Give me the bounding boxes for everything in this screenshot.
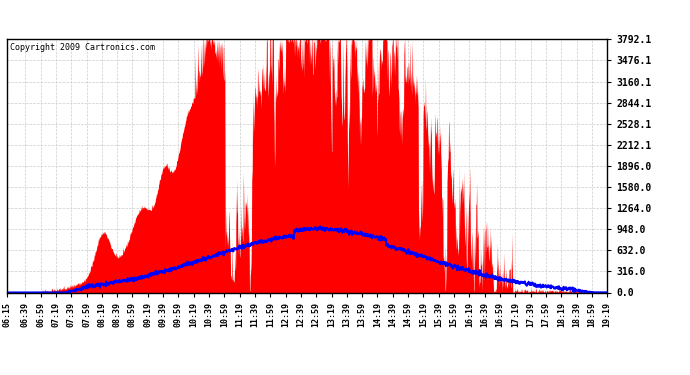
Text: Total PV Power (red) (watts) & Solar Radiation (blue) (W/m2) Wed Apr 15 19:36: Total PV Power (red) (watts) & Solar Rad… — [70, 11, 620, 24]
Text: Copyright 2009 Cartronics.com: Copyright 2009 Cartronics.com — [10, 43, 155, 52]
